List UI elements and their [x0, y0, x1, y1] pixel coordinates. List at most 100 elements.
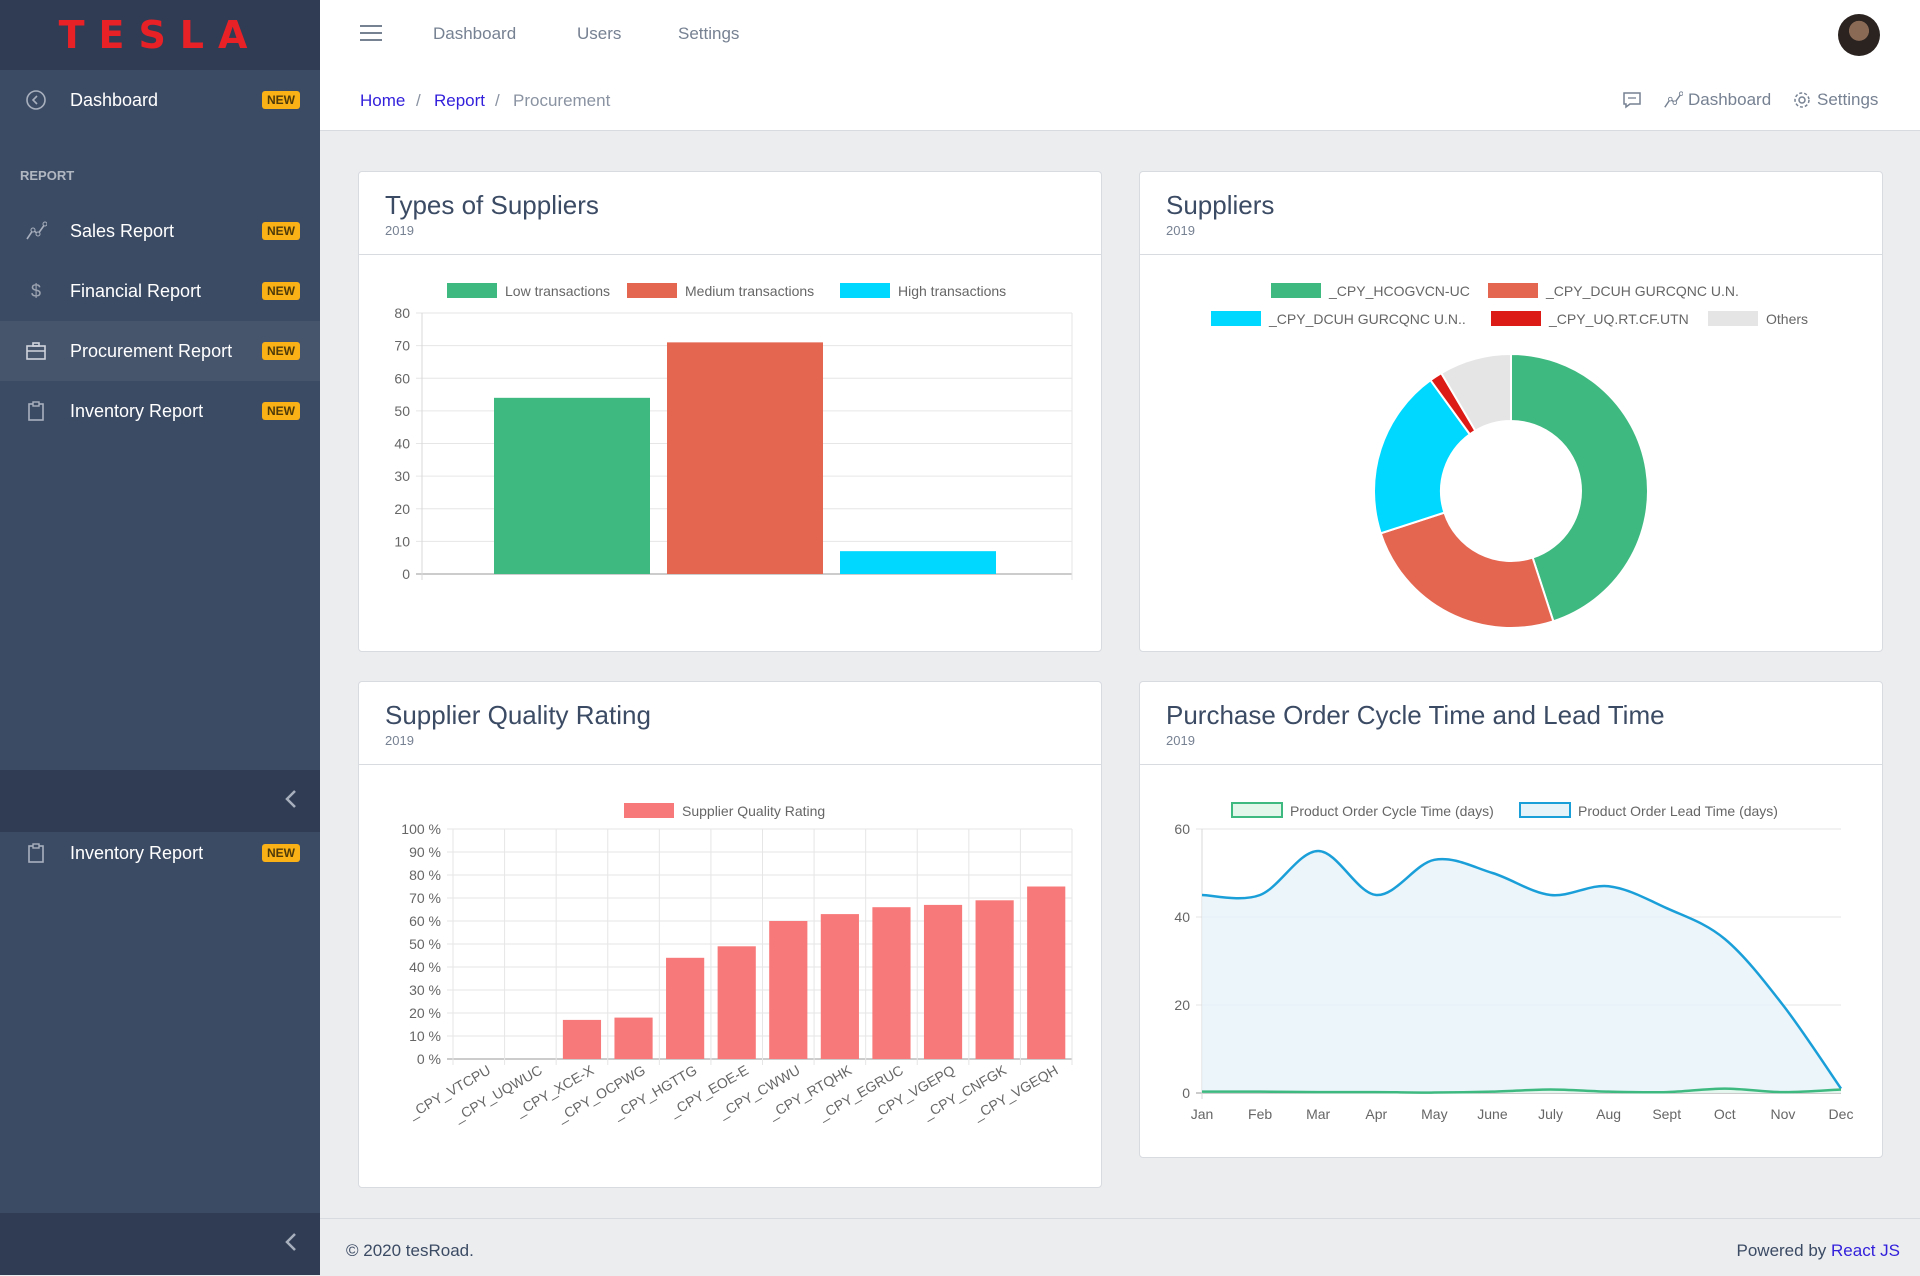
- sidebar-item-financial-report[interactable]: $ Financial Report NEW: [0, 261, 320, 321]
- card-header: Types of Suppliers 2019: [359, 172, 1101, 255]
- legend-label: High transactions: [898, 283, 1006, 299]
- bar: [614, 1017, 653, 1059]
- bar: [820, 914, 859, 1059]
- sidebar-item-label: Procurement Report: [70, 340, 233, 361]
- card-title: Suppliers: [1166, 190, 1275, 220]
- breadcrumb-report[interactable]: Report: [434, 91, 486, 110]
- breadcrumb-home[interactable]: Home: [360, 91, 406, 110]
- clipboard-icon: [24, 399, 48, 423]
- legend-label: _CPY_DCUH GURCQNC U.N..: [1268, 311, 1466, 327]
- y-tick-label: 30: [394, 468, 410, 484]
- bar: [769, 921, 808, 1059]
- subheader-dashboard-link[interactable]: Dashboard: [1663, 90, 1771, 110]
- legend-swatch: [1271, 283, 1321, 298]
- footer-react-link[interactable]: React JS: [1831, 1241, 1900, 1260]
- suppliers-donut-chart: _CPY_HCOGVCN-UC _CPY_DCUH GURCQNC U.N. _CP…: [1211, 283, 1808, 629]
- y-tick-label: 20: [394, 501, 410, 517]
- top-header: Dashboard Users Settings: [320, 0, 1920, 71]
- sidebar-minimizer[interactable]: [0, 770, 320, 832]
- legend-label: _CPY_DCUH GURCQNC U.N.: [1545, 283, 1739, 299]
- brand[interactable]: TESLA: [0, 0, 320, 70]
- x-tick-label: Oct: [1714, 1106, 1736, 1122]
- series-area: [1202, 851, 1841, 1093]
- hamburger-menu-icon[interactable]: [360, 25, 382, 43]
- legend-swatch: [624, 803, 674, 818]
- y-tick-label: 20: [1174, 997, 1190, 1013]
- x-tick-label: Jan: [1191, 1106, 1214, 1122]
- footer: © 2020 tesRoad. Powered by React JS: [320, 1218, 1920, 1276]
- legend-swatch: [1488, 283, 1538, 298]
- sidebar-minimizer-bottom[interactable]: [0, 1213, 320, 1275]
- y-tick-label: 100 %: [401, 821, 441, 837]
- y-tick-label: 80: [394, 305, 410, 321]
- bar: [667, 342, 823, 574]
- new-badge: NEW: [262, 282, 300, 300]
- header-link-users[interactable]: Users: [577, 24, 622, 43]
- header-link-settings[interactable]: Settings: [678, 24, 740, 43]
- y-tick-label: 0 %: [417, 1051, 441, 1067]
- x-tick-label: July: [1538, 1106, 1563, 1122]
- sidebar-item-procurement-report[interactable]: Procurement Report NEW: [0, 321, 320, 381]
- card-title: Supplier Quality Rating: [385, 700, 651, 730]
- x-tick-label: _CPY_UQWUC: [450, 1062, 544, 1126]
- tesla-logo[interactable]: TESLA: [58, 13, 262, 57]
- x-tick-label: Dec: [1829, 1106, 1854, 1122]
- bar: [494, 397, 650, 574]
- card-header: Purchase Order Cycle Time and Lead Time …: [1140, 682, 1882, 765]
- subheader-settings-label: Settings: [1817, 90, 1879, 109]
- y-tick-label: 40 %: [409, 959, 441, 975]
- new-badge: NEW: [262, 342, 300, 360]
- y-tick-label: 40: [394, 436, 410, 452]
- y-tick-label: 50: [394, 403, 410, 419]
- y-tick-label: 80 %: [409, 867, 441, 883]
- bar: [717, 946, 756, 1059]
- x-tick-label: June: [1477, 1106, 1508, 1122]
- legend-swatch: [840, 283, 890, 298]
- sidebar-item-dashboard[interactable]: Dashboard NEW: [0, 70, 320, 130]
- card-subtitle: 2019: [385, 223, 414, 238]
- card-supplier-quality-rating: Supplier Quality Rating 2019 Supplier Qu…: [358, 681, 1102, 1188]
- legend-swatch: [1231, 802, 1283, 818]
- donut-slice: [1379, 511, 1555, 629]
- supplier-quality-chart: Supplier Quality Rating 0 % 10 % 20 % 30 % 40…: [401, 803, 1073, 1126]
- chart-line-icon: [24, 219, 48, 243]
- y-tick-label: 60: [394, 370, 410, 386]
- new-badge: NEW: [262, 222, 300, 240]
- sidebar-item-label: Sales Report: [70, 220, 175, 241]
- speedometer-icon: [24, 88, 48, 112]
- sidebar-item-inventory-report-2[interactable]: Inventory Report NEW: [0, 823, 320, 883]
- briefcase-icon: [24, 339, 48, 363]
- breadcrumb-separator: /: [416, 91, 421, 110]
- sidebar-item-inventory-report[interactable]: Inventory Report NEW: [0, 381, 320, 441]
- y-tick-label: 30 %: [409, 982, 441, 998]
- card-header: Supplier Quality Rating 2019: [359, 682, 1101, 765]
- new-badge: NEW: [262, 91, 300, 109]
- nav-section-title: REPORT: [20, 168, 75, 183]
- footer-copyright: © 2020 tesRoad.: [346, 1241, 474, 1260]
- header-link-dashboard[interactable]: Dashboard: [433, 24, 517, 43]
- bar: [872, 907, 911, 1059]
- user-avatar[interactable]: [1838, 14, 1880, 56]
- legend-label: _CPY_UQ.RT.CF.UTN: [1548, 311, 1689, 327]
- footer-powered: Powered by React JS: [1737, 1241, 1901, 1261]
- legend-label: Medium transactions: [685, 283, 814, 299]
- y-tick-label: 50 %: [409, 936, 441, 952]
- card-suppliers: Suppliers 2019 _CPY_HCOGVCN-UC _CPY_DCUH …: [1139, 171, 1883, 652]
- y-tick-label: 0: [402, 566, 410, 582]
- legend-label: _CPY_HCOGVCN-UC: [1328, 283, 1470, 299]
- subheader: Home / Report / Procurement Dashboard Se…: [320, 70, 1920, 131]
- sidebar: TESLA Dashboard NEW REPORT Sales Report …: [0, 0, 320, 1275]
- sidebar-item-label: Financial Report: [70, 280, 202, 301]
- series-line: [1201, 849, 1843, 1090]
- chevron-left-icon: [284, 1231, 298, 1260]
- gear-icon: [1794, 92, 1810, 108]
- sidebar-item-label: Inventory Report: [70, 842, 204, 863]
- chat-icon[interactable]: [1622, 90, 1642, 110]
- legend-swatch: [1491, 311, 1541, 326]
- subheader-settings-link[interactable]: Settings: [1792, 90, 1878, 110]
- x-tick-label: Apr: [1365, 1106, 1387, 1122]
- legend-label: Product Order Cycle Time (days): [1290, 803, 1494, 819]
- card-subtitle: 2019: [1166, 223, 1195, 238]
- sidebar-item-sales-report[interactable]: Sales Report NEW: [0, 201, 320, 261]
- bar: [666, 957, 705, 1059]
